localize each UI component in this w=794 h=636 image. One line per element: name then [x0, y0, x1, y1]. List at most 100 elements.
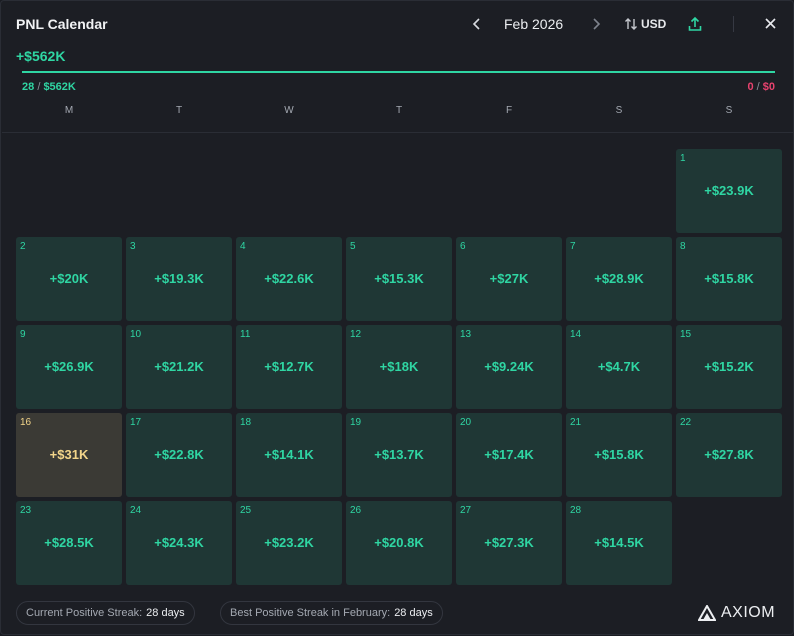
calendar-day-cell[interactable]: 5 +$15.3K — [346, 237, 452, 321]
weekday-label: T — [395, 105, 403, 116]
day-number: 15 — [680, 329, 692, 340]
day-pnl-value: +$15.8K — [594, 447, 644, 462]
current-streak-value: 28 days — [146, 607, 185, 619]
weekday-label: S — [615, 105, 623, 116]
close-icon — [764, 18, 776, 29]
day-number: 12 — [350, 329, 362, 340]
day-pnl-value: +$14.5K — [594, 535, 644, 550]
current-streak-badge: Current Positive Streak: 28 days — [16, 601, 195, 625]
day-number: 6 — [460, 241, 466, 252]
calendar-day-cell[interactable]: 21 +$15.8K — [566, 413, 672, 497]
win-loss-progress-bar — [22, 71, 775, 73]
day-number: 22 — [680, 417, 692, 428]
day-number: 16 — [20, 417, 32, 428]
losses-count: 0 — [747, 81, 754, 93]
calendar-day-cell[interactable]: 16 +$31K — [16, 413, 122, 497]
day-number: 2 — [20, 241, 26, 252]
day-number: 17 — [130, 417, 142, 428]
wins-summary: 28 / $562K — [22, 81, 76, 93]
day-pnl-value: +$18K — [379, 359, 419, 374]
best-streak-badge: Best Positive Streak in February: 28 day… — [220, 601, 443, 625]
share-upload-icon — [688, 16, 702, 31]
day-pnl-value: +$24.3K — [154, 535, 204, 550]
day-pnl-value: +$23.9K — [704, 183, 754, 198]
day-number: 25 — [240, 505, 252, 516]
calendar-day-cell[interactable]: 1 +$23.9K — [676, 149, 782, 233]
calendar-day-cell[interactable]: 11 +$12.7K — [236, 325, 342, 409]
wins-separator: / — [37, 81, 41, 93]
day-pnl-value: +$12.7K — [264, 359, 314, 374]
currency-toggle-button[interactable]: USD — [624, 14, 666, 34]
calendar-day-cell[interactable]: 7 +$28.9K — [566, 237, 672, 321]
calendar-day-cell[interactable]: 19 +$13.7K — [346, 413, 452, 497]
calendar-day-cell[interactable]: 4 +$22.6K — [236, 237, 342, 321]
weekday-label: S — [725, 105, 733, 116]
calendar-day-cell[interactable]: 26 +$20.8K — [346, 501, 452, 585]
weekday-label: F — [505, 105, 513, 116]
weekday-label: W — [284, 105, 294, 116]
prev-month-button[interactable] — [469, 14, 485, 34]
day-pnl-value: +$22.8K — [154, 447, 204, 462]
calendar-day-cell[interactable]: 22 +$27.8K — [676, 413, 782, 497]
calendar-day-cell[interactable]: 27 +$27.3K — [456, 501, 562, 585]
day-number: 19 — [350, 417, 362, 428]
calendar-day-cell[interactable]: 28 +$14.5K — [566, 501, 672, 585]
day-number: 7 — [570, 241, 576, 252]
best-streak-label: Best Positive Streak in February: — [230, 607, 391, 619]
calendar-day-cell[interactable]: 10 +$21.2K — [126, 325, 232, 409]
calendar-day-cell[interactable]: 20 +$17.4K — [456, 413, 562, 497]
calendar-day-cell[interactable]: 23 +$28.5K — [16, 501, 122, 585]
calendar-day-cell[interactable]: 6 +$27K — [456, 237, 562, 321]
calendar-day-cell[interactable]: 14 +$4.7K — [566, 325, 672, 409]
weekday-header: M T W T F S S — [14, 105, 784, 121]
day-number: 21 — [570, 417, 582, 428]
wins-count: 28 — [22, 81, 35, 93]
calendar-day-cell[interactable]: 17 +$22.8K — [126, 413, 232, 497]
day-pnl-value: +$21.2K — [154, 359, 204, 374]
next-month-button[interactable] — [588, 14, 604, 34]
day-pnl-value: +$15.8K — [704, 271, 754, 286]
day-pnl-value: +$20.8K — [374, 535, 424, 550]
day-pnl-value: +$17.4K — [484, 447, 534, 462]
calendar-day-cell[interactable]: 8 +$15.8K — [676, 237, 782, 321]
calendar-day-cell[interactable]: 18 +$14.1K — [236, 413, 342, 497]
axiom-logo-icon — [698, 605, 716, 621]
wins-amount: $562K — [43, 81, 76, 93]
calendar-day-cell[interactable]: 3 +$19.3K — [126, 237, 232, 321]
calendar-day-cell[interactable]: 25 +$23.2K — [236, 501, 342, 585]
win-progress-fill — [22, 71, 775, 73]
day-number: 24 — [130, 505, 142, 516]
chevron-left-icon — [472, 18, 480, 30]
calendar-day-cell[interactable]: 15 +$15.2K — [676, 325, 782, 409]
day-number: 13 — [460, 329, 472, 340]
weekday-label: T — [175, 105, 183, 116]
day-pnl-value: +$28.9K — [594, 271, 644, 286]
calendar-day-cell[interactable]: 13 +$9.24K — [456, 325, 562, 409]
day-pnl-value: +$14.1K — [264, 447, 314, 462]
calendar-day-cell[interactable]: 2 +$20K — [16, 237, 122, 321]
day-pnl-value: +$22.6K — [264, 271, 314, 286]
losses-amount: $0 — [762, 81, 775, 93]
weekday-label: M — [64, 105, 74, 116]
calendar-day-cell[interactable]: 12 +$18K — [346, 325, 452, 409]
total-pnl: +$562K — [16, 48, 66, 64]
currency-label: USD — [641, 17, 667, 31]
day-pnl-value: +$23.2K — [264, 535, 314, 550]
calendar-day-cell[interactable]: 24 +$24.3K — [126, 501, 232, 585]
share-button[interactable] — [687, 14, 705, 34]
best-streak-value: 28 days — [394, 607, 433, 619]
day-pnl-value: +$15.2K — [704, 359, 754, 374]
day-number: 11 — [240, 329, 251, 340]
close-button[interactable] — [761, 13, 779, 35]
day-number: 10 — [130, 329, 142, 340]
day-pnl-value: +$27.3K — [484, 535, 534, 550]
current-streak-label: Current Positive Streak: — [26, 607, 143, 619]
day-number: 20 — [460, 417, 472, 428]
day-number: 23 — [20, 505, 32, 516]
day-number: 28 — [570, 505, 582, 516]
calendar-day-cell[interactable]: 9 +$26.9K — [16, 325, 122, 409]
day-number: 27 — [460, 505, 472, 516]
day-number: 3 — [130, 241, 136, 252]
day-number: 9 — [20, 329, 26, 340]
day-number: 4 — [240, 241, 246, 252]
